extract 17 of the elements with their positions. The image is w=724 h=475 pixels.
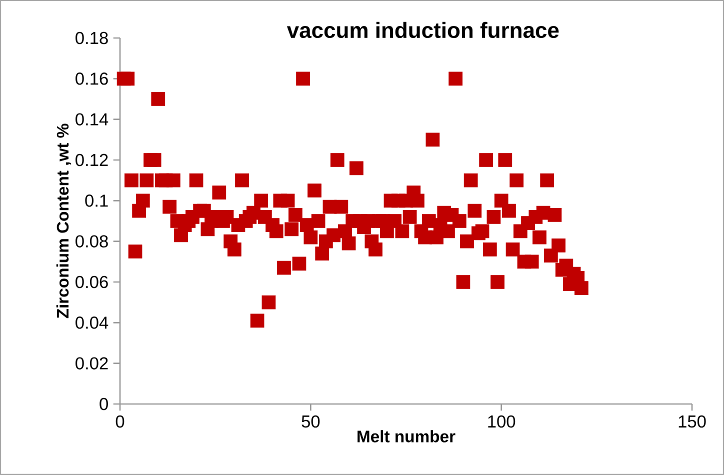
y-tick-label: 0.04 (76, 316, 108, 329)
y-tick-label: 0.06 (76, 276, 108, 288)
y-tick-label: 0.08 (76, 235, 108, 248)
y-tick-label: 0.14 (76, 113, 108, 126)
y-axis-title: Zirconium Content ,wt % (56, 124, 72, 318)
y-tick-label: 0.12 (76, 154, 108, 166)
x-tick-label: 100 (488, 415, 516, 428)
x-tick-label: 150 (678, 415, 706, 428)
y-tick-label: 0.1 (85, 194, 108, 207)
x-tick-label: 50 (302, 415, 320, 428)
chart-title: vaccum induction furnace (286, 22, 559, 38)
x-axis-title: Melt number (358, 430, 456, 442)
y-tick-label: 0 (100, 398, 108, 410)
y-tick-label: 0.02 (76, 357, 108, 370)
y-tick-label: 0.18 (76, 32, 108, 44)
y-tick-label: 0.16 (76, 72, 108, 85)
x-tick-label: 0 (116, 415, 124, 428)
